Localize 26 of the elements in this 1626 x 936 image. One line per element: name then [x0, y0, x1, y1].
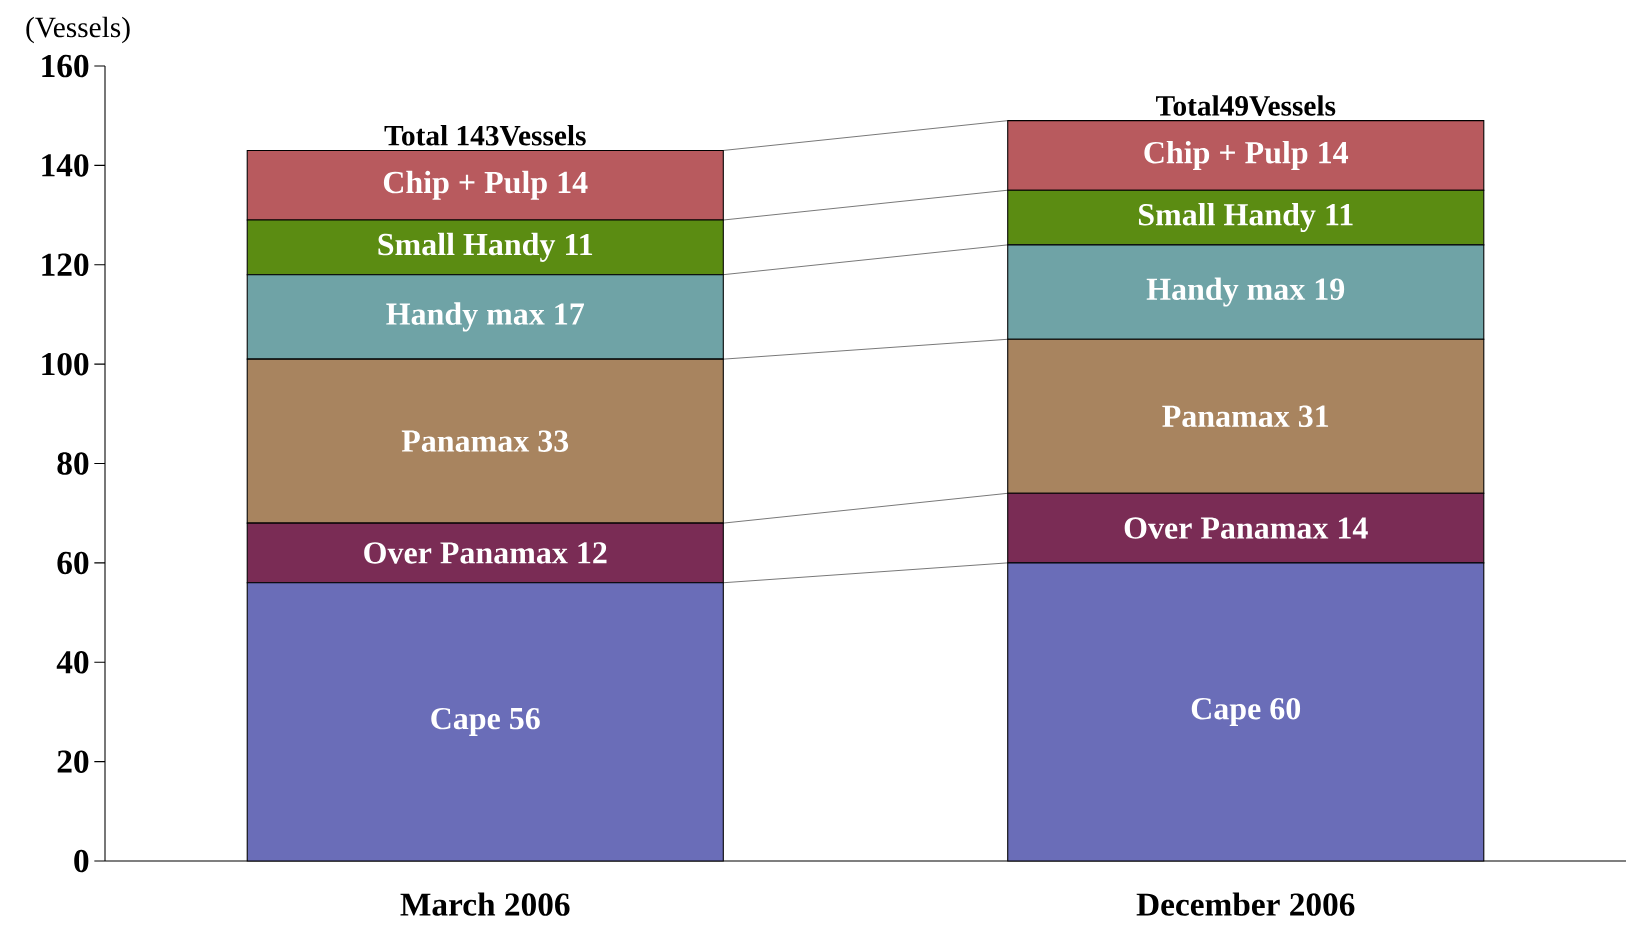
x-tick-label: December 2006 [1136, 892, 1355, 916]
data-label: Chip + Pulp 14 [383, 170, 588, 200]
y-tick-label: 60 [57, 551, 89, 575]
y-tick-label: 140 [42, 154, 89, 177]
data-label: Chip + Pulp 14 [1144, 140, 1349, 170]
y-axis-title: (Vessels) [26, 16, 130, 44]
y-tick-label: 0 [74, 849, 89, 873]
y-tick-label: 120 [42, 253, 89, 276]
x-tick-label: March 2006 [400, 892, 570, 916]
y-tick-label: 80 [57, 452, 89, 475]
y-tick-label: 20 [57, 750, 89, 773]
data-label: Handy max 17 [386, 302, 585, 332]
total-label: Total49Vessels [1156, 95, 1336, 116]
y-tick-label: 40 [56, 651, 89, 674]
data-label: Small Handy 11 [1138, 202, 1353, 233]
data-label: Over Panamax 12 [364, 542, 607, 564]
data-label: Over Panamax 14 [1124, 517, 1368, 539]
data-label: Small Handy 11 [378, 232, 593, 262]
data-label: Panamax 33 [401, 430, 569, 452]
data-label: Handy max 19 [1146, 277, 1345, 307]
data-label: Panamax 31 [1162, 405, 1329, 428]
y-tick-label: 160 [42, 54, 89, 78]
data-label: Cape 60 [1191, 697, 1301, 726]
data-label: Cape 56 [431, 707, 540, 736]
y-tick-label: 100 [42, 352, 89, 376]
total-label: Total 143Vessels [384, 124, 586, 146]
